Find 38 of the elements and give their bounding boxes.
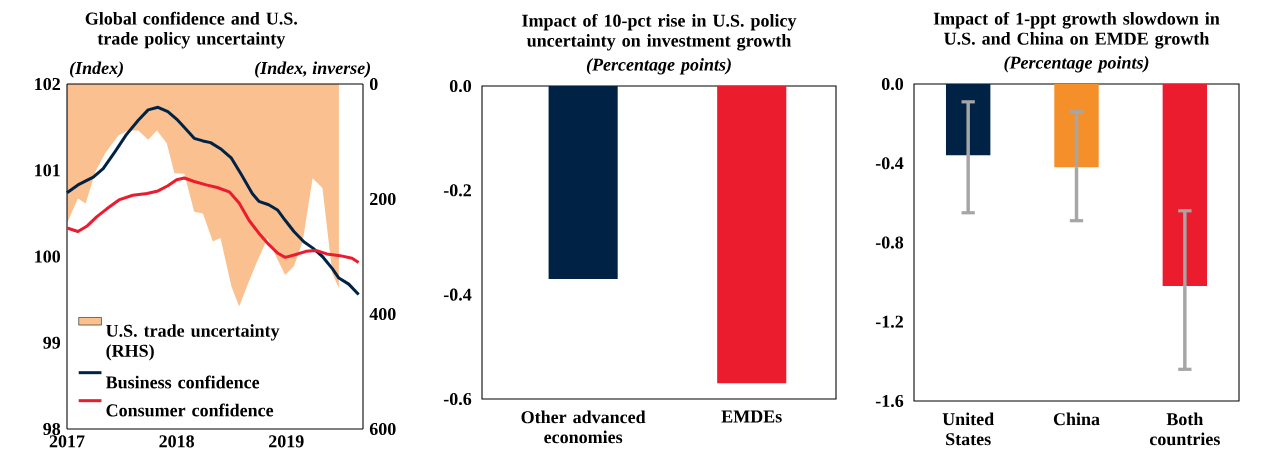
x-tick-label: EMDEs <box>721 410 782 423</box>
y2-tick-label: 600 <box>369 422 396 436</box>
y-tick-label: -0.2 <box>443 184 471 197</box>
x-tick-label: Other advanced economies <box>521 410 646 444</box>
legend-label: Business confidence <box>105 375 260 389</box>
chart-title: Impact of 1-ppt growth slowdown in U.S. and China on EMDE growth <box>933 11 1220 49</box>
y-tick-label: 100 <box>35 250 61 263</box>
x-tick-label: 2018 <box>159 435 195 448</box>
y-axis-title: (Index) <box>69 61 123 78</box>
y2-axis-title: (Index, inverse) <box>255 61 371 78</box>
y-tick-label: 0.0 <box>449 79 472 93</box>
legend-label: U.S. trade uncertainty (RHS) <box>106 324 280 361</box>
y-tick-label: -1.2 <box>875 315 903 328</box>
legend-label: Consumer confidence <box>106 403 274 417</box>
chart-title: Global confidence and U.S. trade policy uncertainty <box>85 11 298 49</box>
x-tick-label: China <box>1053 412 1100 426</box>
y-tick-label: -0.6 <box>443 392 472 406</box>
line-series <box>65 176 361 265</box>
y-tick-label: -0.4 <box>875 157 904 170</box>
y-tick-label: -1.6 <box>875 394 904 408</box>
y-tick-label: 99 <box>43 336 61 349</box>
x-tick-label: United States <box>942 412 994 446</box>
y-tick-label: -0.8 <box>875 236 904 249</box>
y2-tick-label: 400 <box>369 307 396 321</box>
y-tick-label: 0.0 <box>881 77 904 91</box>
y-tick-label: 102 <box>35 77 60 91</box>
y-tick-label: 101 <box>35 164 60 177</box>
x-tick-label: 2017 <box>49 435 85 448</box>
chart-subtitle: (Percentage points) <box>586 58 731 75</box>
y-tick-label: -0.4 <box>443 288 472 301</box>
x-tick-label: 2019 <box>269 435 304 448</box>
x-tick-label: Both countries <box>1149 412 1220 446</box>
chart-title: Impact of 10-pct rise in U.S. policy uncertainty on investment growth <box>522 13 797 51</box>
chart-subtitle: (Percentage points) <box>1004 56 1149 73</box>
y-tick-label: 98 <box>43 422 61 436</box>
y2-tick-label: 0 <box>369 77 378 91</box>
y2-tick-label: 200 <box>370 192 396 206</box>
line-series <box>65 105 361 296</box>
